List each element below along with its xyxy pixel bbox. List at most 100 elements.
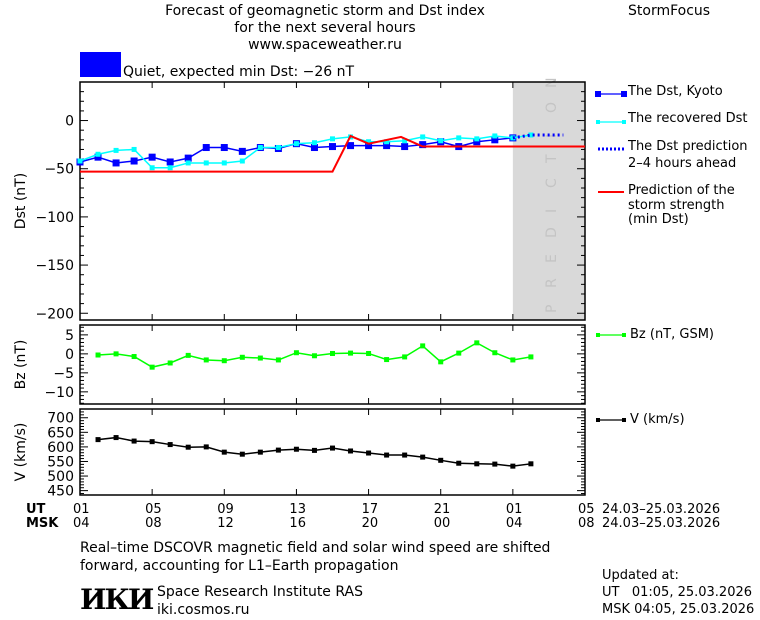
data-point [131,354,137,360]
y-tick-label: −200 [36,306,74,322]
data-point [311,353,317,359]
x-tick-label: 20 [361,516,379,531]
data-point [149,439,155,445]
data-point [185,444,191,450]
data-point [402,452,408,458]
data-point [438,138,444,144]
y-tick-label: 650 [47,425,74,441]
legend-v: V (km/s) [630,412,685,427]
data-point [95,151,101,157]
data-point [383,142,391,150]
prediction-letter: C [544,178,560,188]
iki-logo: ИКИ [80,583,154,616]
x-tick-label: 00 [433,516,451,531]
data-point [221,358,227,364]
x-tick-label: 21 [433,502,451,517]
legend-prediction-2: 2–4 hours ahead [628,156,737,171]
data-point [221,449,227,455]
updated-msk: MSK 04:05, 25.03.2026 [602,602,755,617]
y-tick-label: 5 [65,328,74,344]
note-line-2: forward, accounting for L1–Earth propaga… [80,558,399,574]
prediction-letter: O [544,102,560,113]
y-tick-label: −10 [44,385,74,401]
y-tick-label: 550 [47,454,74,470]
data-point [473,138,481,146]
ut-date-range: 24.03–25.03.2026 [602,502,721,517]
prediction-letter: N [544,78,560,88]
data-point [510,357,516,363]
y-axis-label-2: V (km/s) [13,423,29,482]
x-tick-label: 13 [289,502,306,517]
legend-kyoto: The Dst, Kyoto [628,84,723,99]
data-point [366,350,372,356]
data-point [348,350,354,356]
title-line-1: Forecast of geomagnetic storm and Dst in… [165,3,485,19]
y-tick-label: 700 [47,411,74,427]
prediction-letter: I [544,134,560,138]
legend-bz-swatch-marker [596,333,600,337]
data-point [330,445,335,451]
data-point [528,132,534,138]
x-tick-label: 04 [73,516,90,531]
prediction-letter: T [544,154,560,164]
data-point [131,438,137,444]
prediction-letter: D [544,227,560,238]
prediction-zone [512,82,585,320]
data-point [202,144,210,152]
data-point [112,159,120,167]
data-point [311,140,317,146]
data-point [239,354,245,360]
data-point [456,350,462,356]
data-point [167,360,173,366]
x-tick-label: 05 [578,502,595,517]
y-tick-label: 500 [47,469,74,485]
x-tick-label: 09 [217,502,234,517]
data-point [310,144,318,152]
data-point [330,136,335,142]
institute-name: Space Research Institute RAS [157,584,363,600]
data-point [257,449,263,455]
data-point [239,158,245,164]
data-point [113,351,119,357]
data-point [420,454,426,460]
data-point [257,355,263,361]
data-point [456,460,462,466]
legend-kyoto-swatch-marker [621,91,627,97]
plot-frame-1 [79,324,586,405]
y-tick-label: 0 [65,114,74,130]
data-point [456,135,462,141]
y-tick-label: −5 [53,366,74,382]
data-point [401,143,409,151]
data-point [384,452,390,458]
data-point [438,457,444,463]
data-point [384,139,390,145]
data-point [330,350,335,356]
data-point [438,359,444,365]
legend-prediction-1: The Dst prediction [628,139,748,154]
data-point [366,450,372,456]
data-point [528,461,534,467]
data-point [185,352,191,358]
data-point [257,145,263,151]
legend-storm-3: (min Dst) [628,212,689,227]
data-point [365,142,373,150]
prediction-letter: I [544,209,560,213]
website-link[interactable]: www.spaceweather.ru [248,37,402,53]
y-axis-label-1: Bz (nT) [13,340,29,390]
data-point [77,158,83,164]
prediction-letter: E [544,254,560,263]
data-point [166,158,174,166]
updated-label: Updated at: [602,568,679,583]
data-point [275,447,281,453]
data-point [347,142,355,150]
prediction-letter: P [544,305,560,313]
x-tick-label: 08 [578,516,595,531]
msk-label: MSK [26,516,59,531]
data-point [491,136,499,144]
status-text: Quiet, expected min Dst: −26 nT [123,64,355,80]
legend-recovered-swatch-marker [622,120,626,124]
institute-site-link[interactable]: iki.cosmos.ru [157,602,250,618]
title-line-2: for the next several hours [234,20,416,36]
